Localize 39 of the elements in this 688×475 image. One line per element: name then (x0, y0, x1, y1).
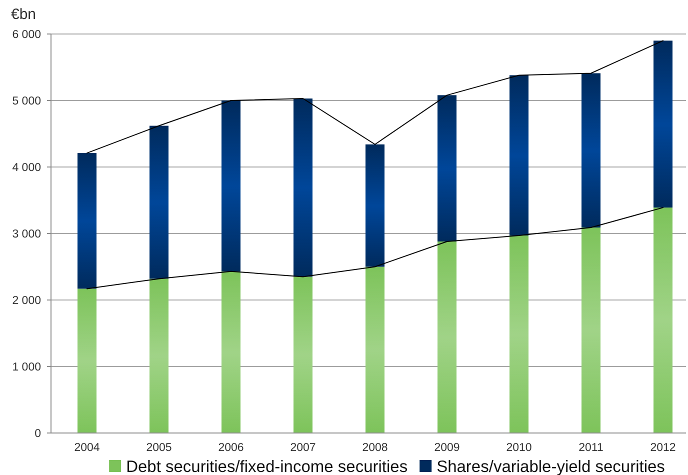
bar (509, 75, 529, 236)
bar (437, 241, 457, 433)
y-tick-label: 6 000 (12, 29, 41, 42)
x-tick-label: 2007 (290, 442, 316, 454)
legend-label: Shares/variable-yield securities (436, 458, 665, 475)
bar (581, 228, 601, 433)
bar (581, 73, 601, 228)
bar (221, 100, 241, 272)
bar (365, 144, 385, 267)
y-tick-label: 0 (34, 428, 41, 440)
bar (293, 98, 313, 277)
bar (365, 266, 385, 433)
y-tick-label: 1 000 (12, 362, 41, 374)
bar (77, 288, 97, 433)
y-tick-label: 5 000 (12, 96, 41, 108)
bar (293, 276, 313, 433)
y-axis-title: €bn (11, 6, 36, 23)
x-tick-label: 2009 (434, 442, 460, 454)
x-tick-label: 2010 (506, 442, 532, 454)
x-tick-label: 2006 (218, 442, 244, 454)
x-tick-label: 2012 (650, 442, 676, 454)
bar (653, 208, 673, 433)
y-tick-label: 3 000 (12, 228, 41, 241)
bar (653, 40, 673, 208)
bar (149, 278, 169, 433)
line-series (86, 40, 664, 154)
bar (509, 235, 529, 433)
x-tick-label: 2004 (74, 442, 100, 454)
x-tick-label: 2011 (578, 442, 604, 454)
legend-label: Debt securities/fixed-income securities (126, 458, 408, 475)
x-tick-label: 2008 (362, 442, 388, 454)
y-tick-label: 2 000 (12, 295, 41, 308)
bar (149, 126, 169, 279)
bar (437, 95, 457, 242)
bar (77, 153, 97, 289)
y-tick-label: 4 000 (12, 162, 41, 174)
line-series (86, 207, 664, 290)
x-tick-label: 2005 (146, 442, 172, 454)
bar (221, 271, 241, 433)
